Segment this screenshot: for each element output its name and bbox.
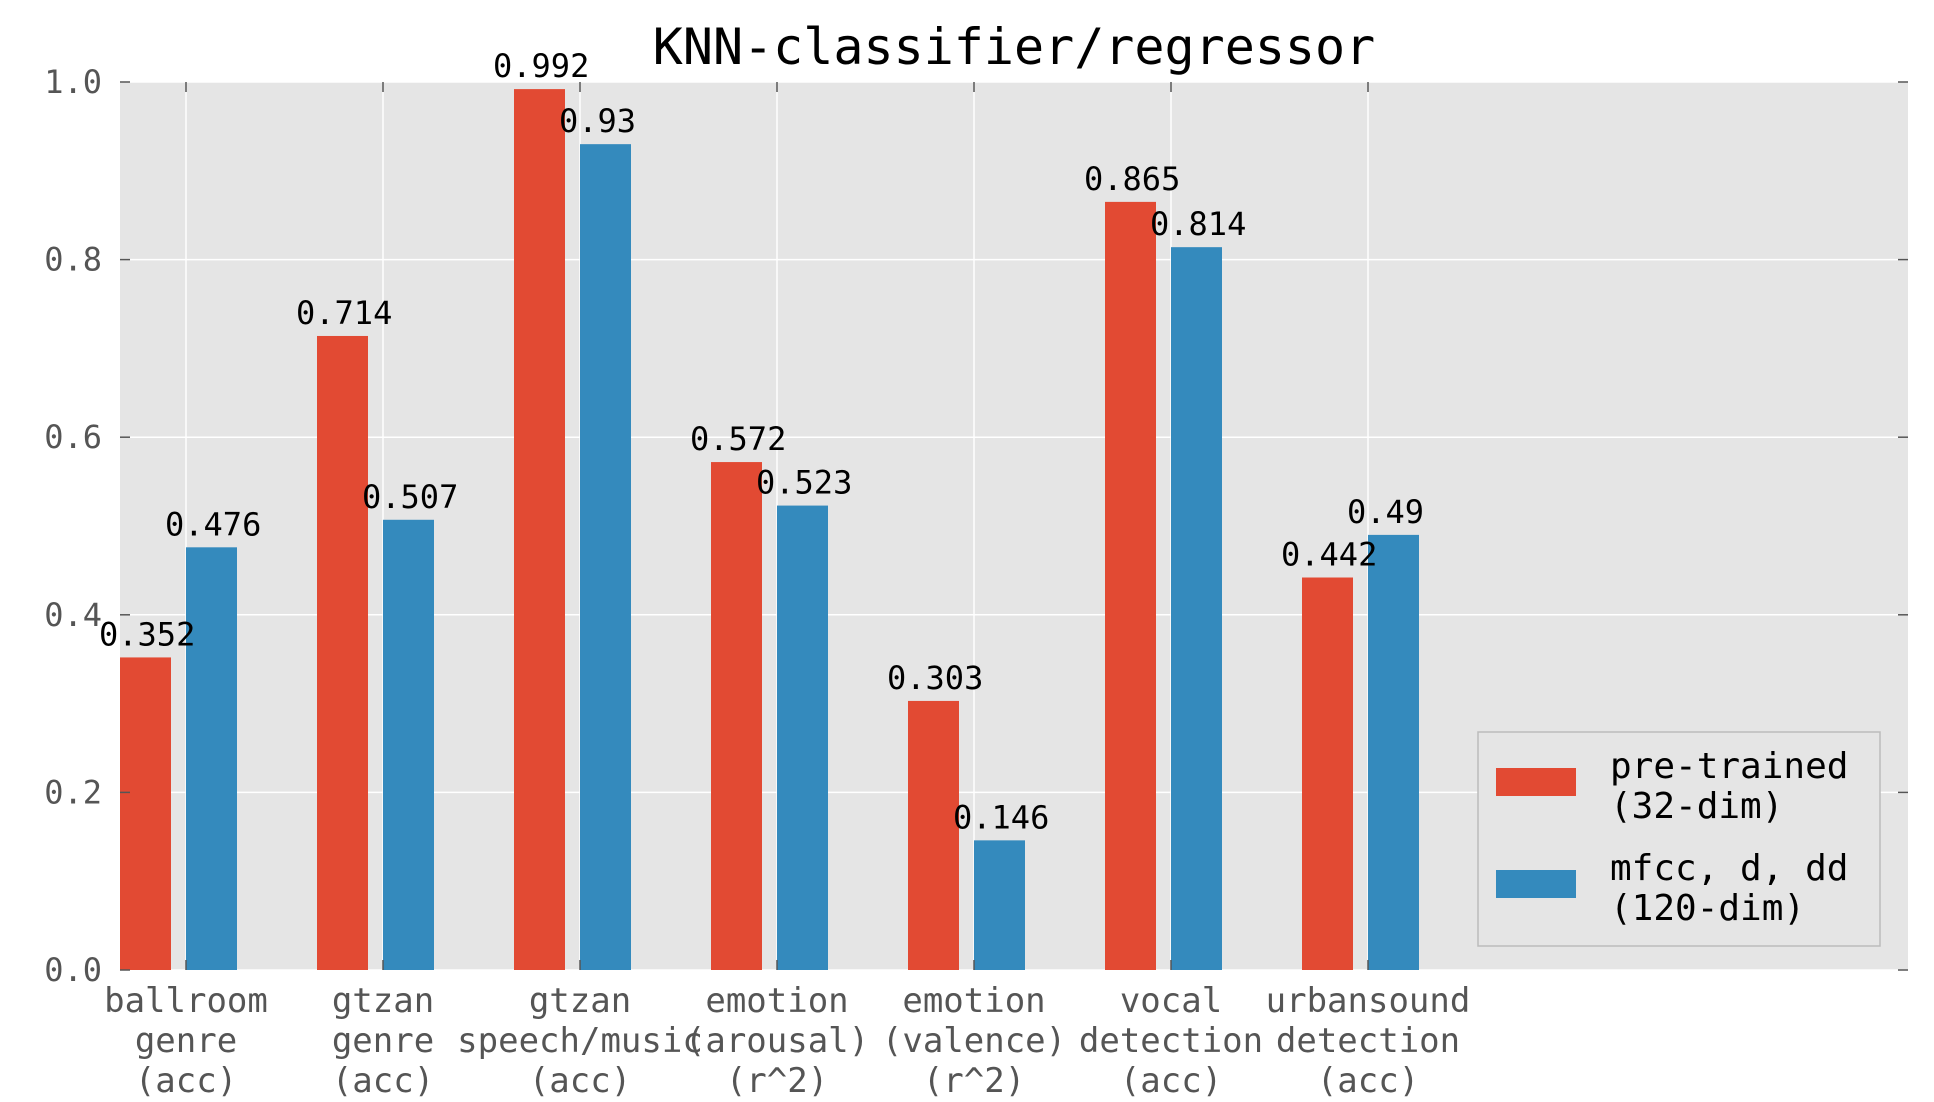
data-label: 0.865 [1084,160,1180,198]
legend-label-line: mfcc, d, dd [1610,848,1848,889]
y-tick-label: 1.0 [44,63,102,101]
bar [1368,534,1419,970]
x-tick-label: urbansound detection (acc) [1266,981,1471,1101]
chart-title: KNN-classifier/regressor [653,18,1375,76]
x-tick-label-line: emotion [705,981,848,1021]
bar [908,700,959,970]
data-label: 0.476 [165,505,261,543]
x-tick-label: ballroom genre (acc) [104,981,268,1101]
data-label: 0.352 [99,615,195,653]
bar [383,519,434,970]
x-tick-label: gtzan speech/music (acc) [457,981,703,1101]
x-tick-label-line: detection [1079,1021,1263,1061]
y-tick-label: 0.4 [44,596,102,634]
bar [317,335,368,970]
legend-label-line: (120-dim) [1610,888,1805,929]
legend-label-line: (32-dim) [1610,786,1783,827]
y-tick-label: 0.0 [44,951,102,989]
data-label: 0.992 [493,47,589,85]
x-tick-label-line: (valence) [882,1021,1066,1061]
bar [711,462,762,970]
x-tick-label-line: (acc) [1120,1061,1222,1101]
data-label: 0.572 [690,420,786,458]
x-tick-label-line: (acc) [529,1061,631,1101]
x-tick-label-line: (acc) [1317,1061,1419,1101]
y-tick-label: 0.6 [44,418,102,456]
y-tick-label: 0.8 [44,241,102,279]
x-tick-label-line: (acc) [135,1061,237,1101]
data-label: 0.442 [1281,536,1377,574]
y-tick-label: 0.2 [44,773,102,811]
x-tick-label: emotion (valence) (r^2) [882,981,1066,1101]
legend-swatch [1496,768,1576,796]
legend-label-line: pre-trained [1610,746,1848,787]
legend-label: mfcc, d, dd (120-dim) [1610,848,1848,929]
y-tick-labels: 0.0 0.2 0.4 0.6 0.8 1.0 [44,63,102,989]
data-label: 0.814 [1150,205,1246,243]
legend-swatch [1496,870,1576,898]
data-label: 0.507 [362,478,458,516]
data-label: 0.714 [296,294,392,332]
x-tick-label-line: (r^2) [726,1061,828,1101]
bar [120,657,171,970]
bar [1302,577,1353,970]
x-tick-label-line: gtzan [529,981,631,1021]
x-tick-label-line: vocal [1120,981,1222,1021]
data-label: 0.146 [953,798,1049,836]
x-tick-label-line: gtzan [332,981,434,1021]
legend-label: pre-trained (32-dim) [1610,746,1848,827]
axis-ticks [120,81,1908,971]
x-tick-label: gtzan genre (acc) [332,981,434,1101]
data-label: 0.303 [887,659,983,697]
data-label: 0.49 [1347,493,1424,531]
x-tick-label-line: speech/music [457,1021,703,1061]
x-tick-label-line: ballroom [104,981,268,1021]
x-tick-label-line: (r^2) [923,1061,1025,1101]
bar [186,547,237,970]
bar [580,144,631,970]
x-tick-label-line: emotion [902,981,1045,1021]
bar [1171,247,1222,971]
bar [777,505,828,970]
x-tick-label-line: detection [1276,1021,1460,1061]
bars [120,89,1419,971]
legend-box [1477,731,1881,947]
x-tick-label-line: (acc) [332,1061,434,1101]
x-tick-label: vocal detection (acc) [1079,981,1263,1101]
bar [974,840,1025,970]
x-tick-label: emotion (arousal) (r^2) [685,981,869,1101]
data-label: 0.523 [756,464,852,502]
x-tick-label-line: urbansound [1266,981,1471,1021]
data-label: 0.93 [559,102,636,140]
legend: pre-trained (32-dim) mfcc, d, dd (120-dim) [1477,731,1881,947]
x-tick-label-line: genre [332,1021,434,1061]
x-tick-label-line: (arousal) [685,1021,869,1061]
bar [514,89,565,970]
x-tick-labels: ballroom genre (acc)gtzan genre (acc)gtzan sp… [104,981,1470,1101]
x-tick-label-line: genre [135,1021,237,1061]
bar [1105,201,1156,970]
data-labels: 0.352 0.714 0.992 0.572 0.303 0.865 0.442 0.476… [99,47,1424,836]
